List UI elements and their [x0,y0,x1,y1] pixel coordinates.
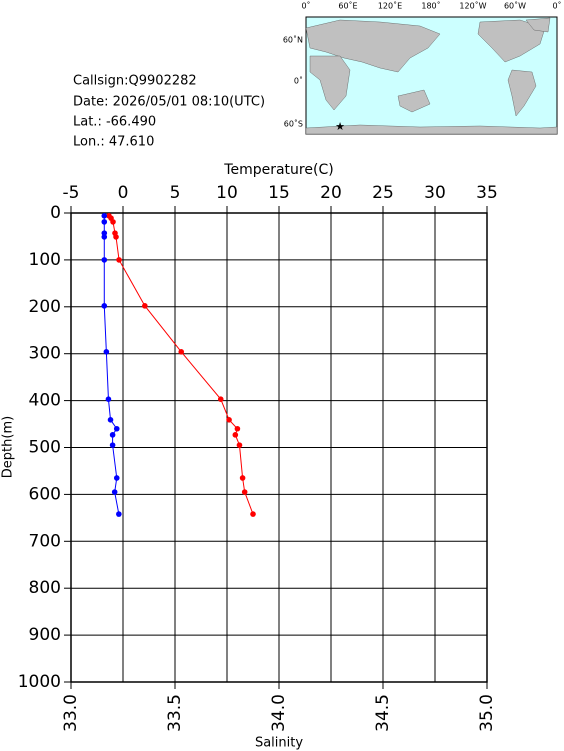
y-tick-label: 400 [29,391,61,411]
profile-point [103,349,110,355]
y-tick-label: 0 [50,203,61,223]
x-tick-label: 20 [320,183,342,203]
profile-point [232,432,239,438]
x-tick-label: 15 [268,183,290,203]
profile-point [101,213,108,219]
x2-tick-label: 35.0 [477,694,497,732]
x2-tick-label: 33.0 [61,694,81,732]
map-lat-label: 60˚S [284,119,303,129]
plot-frame [70,212,488,683]
latitude: Lat.: -66.490 [73,115,156,130]
profile-point [101,219,108,225]
map-lon-label: 120˚E [378,1,402,11]
map-land [305,17,558,135]
y-tick-label: 500 [29,438,61,458]
x2-tick-label: 34.0 [269,694,289,732]
profile-point [250,511,256,517]
profile-point [226,417,232,423]
profile-point [239,475,246,481]
map-lon-label: 60˚E [338,1,357,11]
longitude: Lon.: 47.610 [73,135,154,150]
map-lon-label: 120˚W [459,1,486,11]
y-tick-label: 800 [29,578,61,598]
profile-point [109,432,116,438]
y-tick-label: 100 [29,250,61,270]
y-tick-label: 300 [29,344,61,364]
y-tick-label: 700 [29,531,61,551]
profile-point [217,396,224,402]
profile-point [241,489,248,495]
y-tick-label: 200 [29,297,61,317]
x-tick-label: 35 [476,183,498,203]
map-lat-label: 60˚N [283,35,303,45]
info-block: Callsign:Q9902282 Date: 2026/05/01 08:10… [73,74,265,150]
y-tick-label: 1000 [18,672,61,692]
x2-tick-label: 34.5 [373,694,393,732]
profile-point [116,257,122,263]
profile-point [113,234,119,240]
x-axis-title: Temperature(C) [223,162,333,178]
profile-point [101,303,108,309]
x-tick-label: 25 [372,183,394,203]
map: ★ [305,16,558,135]
x-tick-label: 5 [170,183,181,203]
profile-point [113,425,120,432]
x2-tick-label: 33.5 [165,694,185,732]
profile-point [142,303,148,309]
profile-point [110,219,116,225]
map-lon-label: 60˚W [504,1,526,11]
profile-point [105,396,112,402]
x-tick-label: 10 [216,183,238,203]
profile-point [109,442,116,448]
profile-point [234,425,241,432]
x-tick-label: 0 [118,183,129,203]
map-lon-label: 180˚ [421,1,440,11]
y-axis-title: Depth(m) [1,416,16,478]
callsign: Callsign:Q9902282 [73,74,197,89]
map-lon-label: 0˚ [552,1,561,11]
profile-point [116,511,122,517]
profile-point [107,417,114,423]
date: Date: 2026/05/01 08:10(UTC) [73,95,265,110]
profile-point [236,442,243,448]
map-lat-label: 0˚ [294,76,303,86]
x2-axis-title: Salinity [255,736,303,751]
map-lon-label: 0˚ [301,1,310,11]
profile-line [108,215,254,515]
x-tick-label: -5 [63,183,80,203]
profile-point [101,257,108,263]
float-position: ★ [335,120,345,133]
y-tick-label: 600 [29,484,61,504]
profile-point [101,234,108,240]
profile-point [178,349,185,355]
profile-point [111,489,118,495]
y-tick-label: 900 [29,625,61,645]
profile-point [113,475,120,481]
x-tick-label: 30 [424,183,446,203]
